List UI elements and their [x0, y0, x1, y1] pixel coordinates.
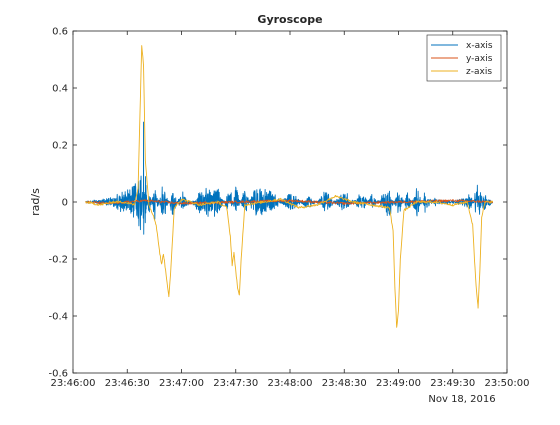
series-line-z-axis — [85, 45, 493, 328]
legend: x-axis y-axis z-axis — [426, 34, 502, 82]
series-layer — [85, 45, 493, 328]
y-tick-label: 0.4 — [52, 84, 68, 95]
x-axis-ticks: 23:46:00 23:46:30 23:47:00 23:47:30 23:48:00… — [51, 31, 530, 389]
legend-label-z-axis: z-axis — [466, 67, 492, 77]
x-tick-label: 23:46:00 — [51, 378, 96, 389]
y-tick-label: -0.6 — [48, 369, 68, 380]
chart-title: Gyroscope — [257, 13, 322, 26]
x-tick-label: 23:49:00 — [376, 378, 421, 389]
y-tick-label: -0.2 — [48, 255, 68, 266]
legend-label-y-axis: y-axis — [466, 54, 493, 64]
x-tick-label: 23:48:00 — [268, 378, 313, 389]
x-tick-label: 23:46:30 — [105, 378, 150, 389]
y-tick-label: 0.6 — [52, 27, 68, 38]
series-line-y-axis — [85, 199, 493, 205]
legend-label-x-axis: x-axis — [466, 41, 493, 51]
x-tick-label: 23:50:00 — [485, 378, 530, 389]
x-tick-label: 23:48:30 — [322, 378, 367, 389]
x-tick-label: 23:47:30 — [213, 378, 258, 389]
series-line-x-axis — [85, 121, 493, 235]
y-tick-label: 0 — [62, 198, 68, 209]
x-tick-label: 23:49:30 — [430, 378, 475, 389]
x-axis-date-label: Nov 18, 2016 — [428, 394, 495, 405]
x-tick-label: 23:47:00 — [159, 378, 204, 389]
y-axis-label: rad/s — [29, 188, 42, 216]
y-axis-ticks: -0.6 -0.4 -0.2 0 0.2 0.4 0.6 — [48, 27, 507, 380]
y-tick-label: -0.4 — [48, 312, 68, 323]
y-tick-label: 0.2 — [52, 141, 68, 152]
